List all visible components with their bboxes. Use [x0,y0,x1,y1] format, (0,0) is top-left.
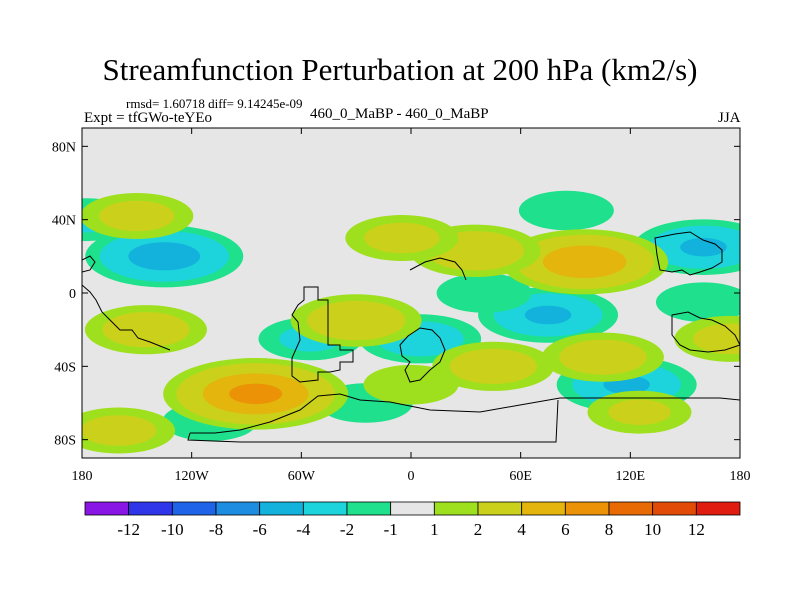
colorbar-label: -12 [117,520,140,539]
season-label: JJA [718,110,741,126]
colorbar-swatch [259,501,304,516]
colorbar-label: 10 [644,520,661,539]
contour-band-0-neg4 [128,242,201,271]
coastline-africa [399,327,446,383]
x-tick-label: 0 [408,469,415,484]
colorbar-swatch [390,501,435,516]
colorbar-label: -8 [209,520,223,539]
coastline-north-america [82,255,171,351]
y-tick-label: 40N [52,214,76,229]
contour-band-8-neg1 [436,273,532,313]
contour-band-12-6 [229,383,283,405]
x-tick-label: 60W [288,469,316,484]
colorbar-swatch [608,501,654,516]
coastline-antarctica [187,393,740,443]
colorbar-swatch [346,501,392,516]
coastline-south-america [291,286,354,383]
coastline-layer [82,231,740,443]
x-tick-label: 60E [509,469,532,484]
contour-field [82,128,740,458]
contour-band-11-neg1 [655,282,740,322]
y-tick-label: 0 [69,287,76,302]
colorbar-swatch [215,501,261,516]
contour-band-19-2 [99,200,175,232]
x-axis: 180 120W 60W 0 60E 120E 180 [72,128,751,484]
colorbar-label: -6 [253,520,267,539]
colorbar-label: 8 [605,520,614,539]
y-axis: 80N 40N 0 40S 80S [52,140,740,449]
rmsd-diff-stats: rmsd= 1.60718 diff= 9.14245e-09 [126,96,303,111]
chart-title: Streamfunction Perturbation at 200 hPa (… [102,52,698,87]
colorbar-swatch [84,501,130,516]
contour-band-13-4 [542,245,627,279]
y-tick-label: 80N [52,140,76,155]
colorbar-swatch [128,501,173,516]
colorbar-label: 4 [517,520,526,539]
contour-band-7-neg1 [518,190,614,231]
colorbar-label: -4 [296,520,311,539]
y-tick-label: 40S [54,360,76,375]
coastline-eurasia [409,257,467,281]
colorbar-label: 12 [688,520,705,539]
colorbar-label: 1 [430,520,439,539]
colorbar-swatch [652,501,697,516]
contour-band-4-neg4 [524,305,572,325]
contour-band-16-2 [307,300,406,341]
colorbar-label: -10 [161,520,184,539]
colorbar-swatch [433,501,479,516]
colorbar-swatch [695,501,741,516]
coastline-australia [671,311,740,353]
contour-band-17-2 [449,348,537,384]
comparison-label: 460_0_MaBP - 460_0_MaBP [310,106,489,122]
contour-band-22-2 [693,323,740,355]
colorbar-label: -1 [384,520,398,539]
x-tick-label: 180 [72,469,93,484]
coastline-east-asia [654,231,723,276]
colorbar-swatch [564,501,610,516]
contour-band-18-2 [82,415,157,446]
contour-band-15-2 [102,312,190,348]
colorbar-swatch [477,501,523,516]
colorbar: -12 -10 -8 -6 -4 -2 -1 1 2 4 6 8 10 12 [84,501,741,539]
colorbar-swatch [302,501,348,516]
contour-band-6-neg4 [680,237,727,257]
x-tick-label: 120E [616,469,646,484]
contour-band-24-1 [363,364,459,405]
colorbar-label: 6 [561,520,570,539]
contour-band-23-2 [608,399,671,425]
x-tick-label: 120W [175,469,210,484]
x-tick-label: 180 [730,469,751,484]
experiment-label: Expt = tfGWo-teYEo [84,110,213,126]
contour-band-20-2 [364,222,440,254]
colorbar-swatch [521,501,566,516]
y-tick-label: 80S [54,434,76,449]
colorbar-label: 2 [474,520,483,539]
colorbar-swatch [171,501,217,516]
colorbar-label: -2 [340,520,354,539]
contour-band-21-2 [559,339,647,375]
